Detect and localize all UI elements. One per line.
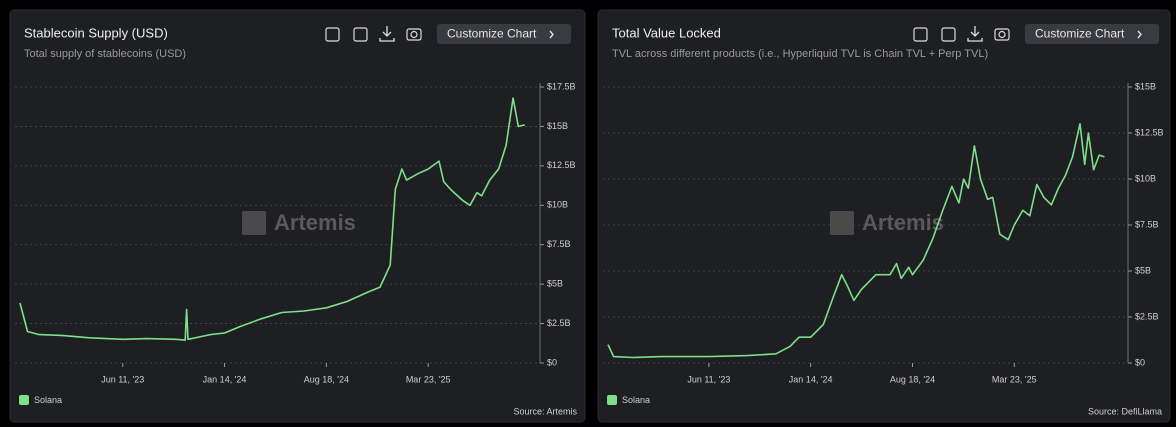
chart-title: Stablecoin Supply (USD) <box>24 25 168 40</box>
toolbar-icon[interactable] <box>994 28 1010 41</box>
y-tick-label: $5B <box>547 279 563 289</box>
legend-swatch <box>607 395 617 405</box>
legend-label: Solana <box>34 395 62 405</box>
source-note: Source: DefiLlama <box>1088 406 1162 416</box>
y-tick-label: $2.5B <box>1135 311 1159 321</box>
toolbar-icon[interactable] <box>913 27 928 42</box>
customize-button[interactable]: Customize Chart <box>1025 24 1159 44</box>
watermark: Artemis <box>274 210 356 235</box>
x-tick-label: Jan 14, '24 <box>789 374 833 384</box>
button-label: Customize Chart <box>1035 27 1125 41</box>
y-tick-label: $7.5B <box>1135 219 1159 229</box>
chart-panel: Stablecoin Supply (USD) Total supply of s… <box>9 9 586 423</box>
toolbar-icon[interactable] <box>379 26 395 42</box>
source-note: Source: Artemis <box>513 406 577 416</box>
y-tick-label: $7.5B <box>547 239 571 249</box>
x-tick-label: Mar 23, '25 <box>992 374 1037 384</box>
button-bg <box>437 24 571 44</box>
chart-title: Total Value Locked <box>612 25 721 40</box>
x-tick-label: Mar 23, '25 <box>406 374 451 384</box>
x-tick-label: Aug 18, '24 <box>304 374 349 384</box>
x-tick-label: Jun 11, '23 <box>101 374 144 384</box>
button-bg <box>1025 24 1159 44</box>
icon-frame <box>325 27 340 42</box>
legend-swatch <box>19 395 29 405</box>
watermark-logo <box>242 211 266 235</box>
icon-frame <box>913 27 928 42</box>
icon-camera <box>406 28 422 41</box>
y-tick-label: $15B <box>547 121 568 131</box>
toolbar-icon[interactable] <box>325 27 340 42</box>
x-tick-label: Aug 18, '24 <box>890 374 935 384</box>
y-tick-label: $15B <box>1135 81 1156 91</box>
icon-frame <box>941 27 956 42</box>
y-tick-label: $10B <box>547 200 568 210</box>
button-chevron <box>549 30 554 39</box>
y-tick-label: $2.5B <box>547 318 571 328</box>
toolbar-icon[interactable] <box>967 26 983 42</box>
icon-lens <box>998 30 1006 39</box>
legend-label: Solana <box>622 395 650 405</box>
panel-bg <box>597 9 1171 423</box>
icon-download <box>379 26 395 42</box>
button-chevron <box>1137 30 1142 39</box>
y-tick-label: $0 <box>547 357 557 367</box>
y-tick-label: $17.5B <box>547 81 576 91</box>
panel-bg <box>9 9 586 423</box>
toolbar-icon[interactable] <box>353 27 368 42</box>
data-line <box>607 123 1105 359</box>
legend-item[interactable]: Solana <box>607 395 650 405</box>
icon-download <box>967 26 983 42</box>
icon-lens <box>410 30 418 39</box>
chart-subtitle: Total supply of stablecoins (USD) <box>24 48 186 60</box>
x-tick-label: Jan 14, '24 <box>203 374 247 384</box>
chart-subtitle: TVL across different products (i.e., Hyp… <box>612 48 988 60</box>
y-tick-label: $12.5B <box>547 160 576 170</box>
toolbar-icon[interactable] <box>406 28 422 41</box>
watermark: Artemis <box>862 210 944 235</box>
legend-item[interactable]: Solana <box>19 395 62 405</box>
chart-panel: Total Value Locked TVL across different p… <box>597 9 1171 423</box>
x-tick-label: Jun 11, '23 <box>687 374 730 384</box>
data-line <box>19 97 525 341</box>
icon-camera <box>994 28 1010 41</box>
y-tick-label: $0 <box>1135 357 1145 367</box>
y-tick-label: $5B <box>1135 265 1151 275</box>
toolbar-icon[interactable] <box>941 27 956 42</box>
y-tick-label: $12.5B <box>1135 127 1164 137</box>
customize-button[interactable]: Customize Chart <box>437 24 571 44</box>
icon-frame <box>353 27 368 42</box>
watermark-logo <box>830 211 854 235</box>
button-label: Customize Chart <box>447 27 537 41</box>
y-tick-label: $10B <box>1135 173 1156 183</box>
